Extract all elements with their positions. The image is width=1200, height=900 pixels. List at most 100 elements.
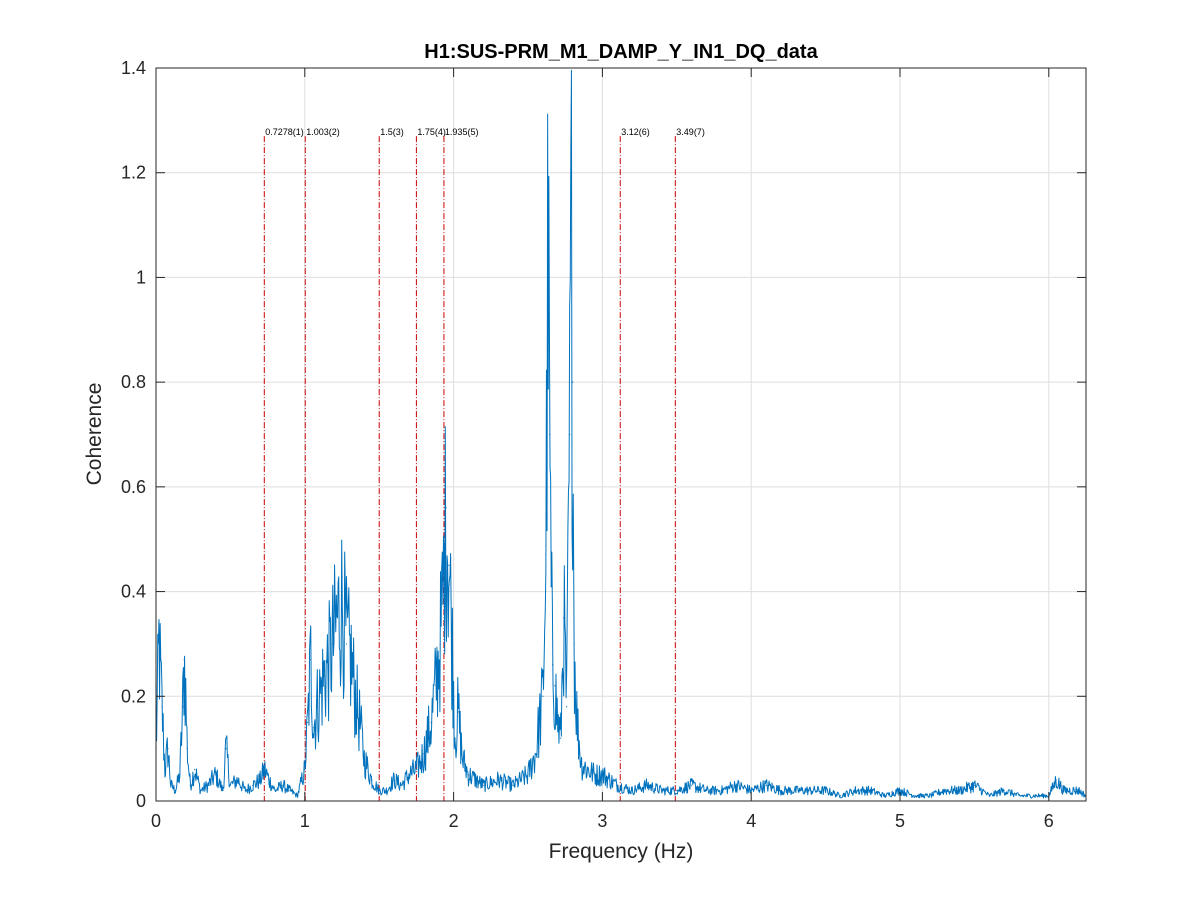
mode-marker-label: 1.935(5) bbox=[445, 127, 479, 137]
data-point bbox=[332, 643, 334, 645]
mode-marker-label: 1.5(3) bbox=[380, 127, 404, 137]
data-point bbox=[554, 685, 556, 687]
data-point bbox=[354, 695, 356, 697]
data-point bbox=[461, 758, 464, 760]
data-point bbox=[186, 748, 188, 750]
data-point bbox=[268, 779, 270, 781]
y-tick-label: 0.2 bbox=[121, 686, 146, 706]
x-tick-label: 6 bbox=[1044, 811, 1054, 831]
x-tick-label: 2 bbox=[449, 811, 459, 831]
data-point bbox=[869, 789, 871, 792]
x-tick-label: 1 bbox=[300, 811, 310, 831]
data-point bbox=[386, 789, 388, 792]
mode-markers: 0.7278(1) 1.003(2) 1.5(3) 1.75(4)1.935(5) 3.… bbox=[263, 127, 705, 801]
data-point bbox=[810, 789, 812, 792]
data-point bbox=[512, 784, 514, 786]
data-point bbox=[467, 774, 470, 776]
data-point bbox=[548, 433, 551, 436]
data-point bbox=[237, 779, 239, 781]
data-point bbox=[616, 784, 618, 786]
data-point bbox=[1003, 789, 1005, 792]
data-point bbox=[264, 768, 266, 771]
data-point bbox=[393, 779, 395, 781]
data-point bbox=[1055, 779, 1057, 781]
axes-box bbox=[155, 67, 1087, 802]
mode-marker-label: 3.49(7) bbox=[676, 127, 705, 137]
data-point bbox=[229, 784, 231, 786]
data-point bbox=[586, 768, 589, 771]
axes bbox=[155, 67, 1087, 802]
data-point bbox=[825, 789, 827, 792]
data-point bbox=[323, 674, 325, 676]
data-point bbox=[542, 695, 544, 697]
data-point bbox=[580, 763, 583, 765]
data-point bbox=[720, 789, 723, 792]
data-point bbox=[189, 784, 191, 786]
data-point bbox=[200, 789, 202, 792]
mode-marker-label: 3.12(6) bbox=[621, 127, 650, 137]
x-axis-label: Frequency (Hz) bbox=[549, 840, 694, 863]
data-point bbox=[884, 795, 886, 797]
data-point bbox=[341, 601, 343, 603]
data-point bbox=[497, 779, 499, 781]
data-point bbox=[854, 789, 856, 792]
data-point bbox=[750, 789, 752, 792]
data-point bbox=[435, 685, 437, 687]
data-point bbox=[167, 748, 169, 750]
data-point bbox=[304, 768, 306, 771]
data-point bbox=[183, 659, 185, 661]
data-point bbox=[310, 659, 312, 661]
data-point bbox=[551, 664, 554, 666]
data-point bbox=[569, 433, 571, 436]
data-point bbox=[296, 795, 298, 797]
data-point bbox=[207, 784, 209, 786]
data-point bbox=[545, 554, 547, 556]
series-layer bbox=[155, 69, 1087, 799]
x-tick-label: 5 bbox=[895, 811, 905, 831]
data-point bbox=[475, 779, 477, 781]
data-point bbox=[170, 784, 172, 786]
data-point bbox=[609, 779, 611, 781]
data-point bbox=[457, 711, 459, 713]
data-point bbox=[1018, 795, 1020, 797]
data-point bbox=[547, 240, 549, 242]
data-point bbox=[534, 753, 537, 755]
data-point bbox=[1063, 789, 1065, 792]
data-point bbox=[185, 695, 187, 697]
data-point bbox=[448, 564, 450, 566]
data-point bbox=[350, 659, 352, 661]
data-point bbox=[289, 789, 291, 792]
data-point bbox=[570, 229, 572, 231]
data-point bbox=[573, 643, 575, 645]
data-point bbox=[319, 695, 321, 697]
chart-title: H1:SUS-PRM_M1_DAMP_Y_IN1_DQ_data bbox=[424, 41, 818, 63]
data-point bbox=[631, 789, 633, 792]
data-point bbox=[958, 789, 961, 792]
data-point bbox=[914, 795, 916, 797]
y-tick-label: 0.4 bbox=[121, 582, 146, 602]
data-point bbox=[259, 779, 261, 781]
data-point bbox=[244, 789, 246, 792]
data-point bbox=[780, 789, 782, 792]
data-point bbox=[345, 643, 348, 645]
data-point bbox=[378, 789, 380, 792]
data-point bbox=[316, 706, 318, 708]
data-point bbox=[174, 789, 176, 792]
data-point bbox=[601, 774, 604, 776]
data-point bbox=[451, 643, 453, 645]
data-point bbox=[1077, 789, 1080, 792]
data-point bbox=[661, 789, 663, 792]
y-tick-label: 0 bbox=[136, 791, 146, 811]
x-tick-label: 4 bbox=[746, 811, 756, 831]
data-point bbox=[442, 590, 444, 593]
data-point bbox=[371, 779, 373, 781]
data-point bbox=[560, 737, 562, 739]
data-point bbox=[566, 706, 568, 708]
data-point bbox=[363, 758, 365, 760]
data-point bbox=[214, 774, 217, 776]
data-point bbox=[359, 721, 361, 724]
data-point bbox=[795, 789, 797, 792]
data-point bbox=[735, 784, 737, 786]
data-point bbox=[415, 768, 417, 771]
